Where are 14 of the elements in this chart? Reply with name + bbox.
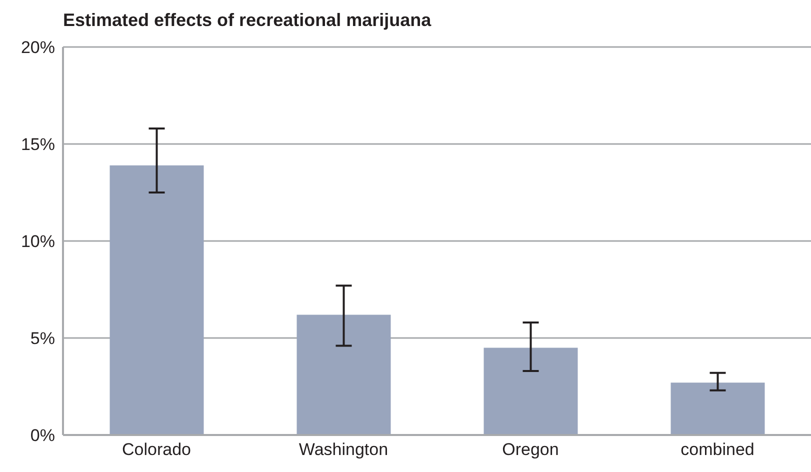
x-tick-label: Washington xyxy=(298,440,388,460)
bar xyxy=(484,348,578,435)
bar xyxy=(670,382,765,435)
bar xyxy=(110,165,204,435)
x-tick-label: Oregon xyxy=(502,440,559,460)
y-tick-label: 10% xyxy=(20,232,55,252)
y-tick-label: 20% xyxy=(20,38,55,58)
x-tick-label: combined xyxy=(680,440,754,460)
y-tick-label: 5% xyxy=(30,329,55,348)
bar xyxy=(296,314,391,435)
x-tick-label: Colorado xyxy=(122,440,191,460)
chart-title: Estimated effects of recreational marijuana xyxy=(63,10,432,31)
y-tick-label: 15% xyxy=(20,135,55,154)
y-tick-label: 0% xyxy=(30,426,55,446)
